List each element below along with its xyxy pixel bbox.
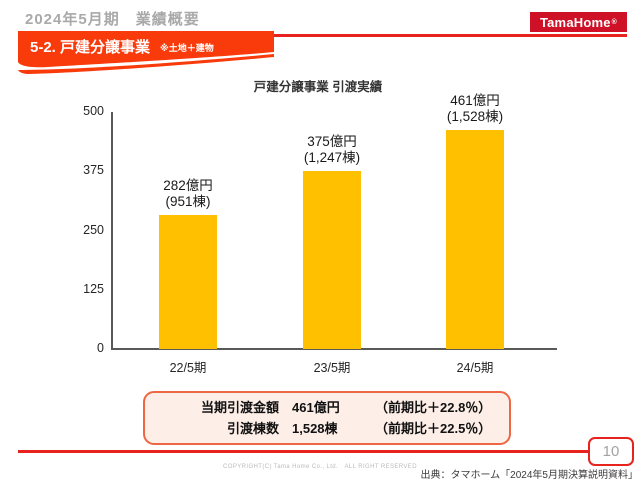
summary-value: 461億円 bbox=[292, 400, 340, 415]
tamahome-logo: TamaHome ® bbox=[530, 12, 627, 32]
summary-row-units: 引渡棟数 1,528棟 （前期比＋22.5％） bbox=[145, 419, 509, 438]
bar-value-label: 375億円 (1,247棟) bbox=[303, 134, 361, 165]
summary-comparison: （前期比＋22.8％） bbox=[375, 400, 492, 415]
section-title-text: 5-2. 戸建分譲事業 bbox=[30, 39, 151, 56]
logo-text: TamaHome bbox=[539, 14, 611, 30]
x-tick-label: 24/5期 bbox=[456, 361, 494, 375]
summary-label: 引渡棟数 bbox=[226, 421, 279, 436]
bar-value-label: 282億円 (951棟) bbox=[163, 178, 213, 209]
source-citation: 出典：タマホーム「2024年5月期決算説明資料」 bbox=[420, 470, 638, 480]
y-tick-label: 250 bbox=[83, 222, 104, 237]
y-tick-label: 500 bbox=[83, 104, 104, 118]
registered-mark: ® bbox=[611, 18, 618, 26]
summary-box: 当期引渡金額 461億円 （前期比＋22.8％） 引渡棟数 1,528棟 （前期… bbox=[143, 391, 511, 445]
x-axis-line bbox=[111, 348, 557, 350]
y-axis-line bbox=[111, 112, 113, 350]
page-header-title: 2024年5月期 業績概要 bbox=[25, 11, 200, 28]
x-tick-label: 23/5期 bbox=[313, 361, 351, 375]
summary-row-amount: 当期引渡金額 461億円 （前期比＋22.8％） bbox=[145, 398, 509, 417]
x-tick-label: 22/5期 bbox=[169, 361, 207, 375]
copyright-text: COPYRIGHT(C) Tama Home Co., Ltd. ALL RIG… bbox=[223, 464, 417, 470]
summary-value: 1,528棟 bbox=[292, 421, 338, 436]
summary-comparison: （前期比＋22.5％） bbox=[375, 421, 492, 436]
y-tick-label: 0 bbox=[97, 341, 104, 355]
y-tick-label: 375 bbox=[83, 163, 104, 178]
chart-title: 戸建分譲事業 引渡実績 bbox=[253, 80, 383, 94]
bar-24/5期 bbox=[446, 130, 504, 349]
top-red-rule bbox=[18, 34, 627, 37]
page-number: 10 bbox=[588, 437, 634, 466]
bottom-red-rule bbox=[18, 450, 600, 453]
section-title: 5-2. 戸建分譲事業 ※土地＋建物 bbox=[30, 36, 214, 57]
summary-label: 当期引渡金額 bbox=[200, 400, 279, 415]
bar-23/5期 bbox=[303, 171, 361, 349]
y-tick-label: 125 bbox=[83, 281, 104, 296]
bar-22/5期 bbox=[159, 215, 217, 349]
section-title-note: ※土地＋建物 bbox=[160, 43, 214, 53]
bar-value-label: 461億円 (1,528棟) bbox=[446, 93, 504, 124]
section-banner-shape bbox=[18, 31, 274, 74]
